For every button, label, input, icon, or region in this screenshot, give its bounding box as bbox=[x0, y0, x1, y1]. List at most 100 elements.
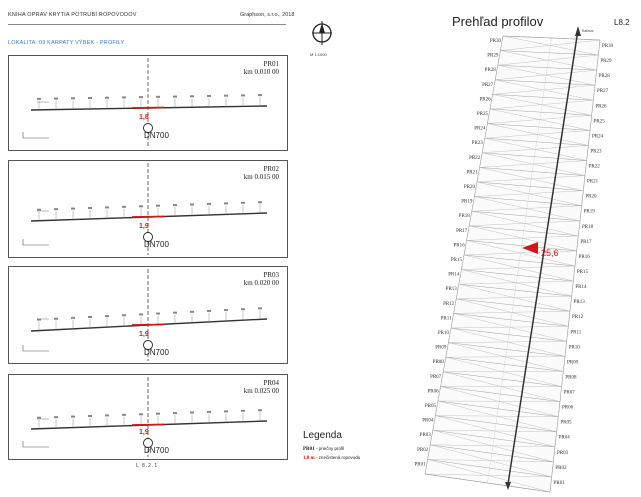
legend-item-depth: 1,8 m - znečistená ropovodu bbox=[303, 455, 361, 461]
profile-label-left: PR01 bbox=[414, 462, 426, 467]
depth-label: 1,9 bbox=[139, 429, 149, 436]
header-rule bbox=[8, 24, 286, 25]
survey-label bbox=[156, 412, 160, 415]
scale-bar bbox=[22, 441, 49, 448]
compass-icon bbox=[312, 21, 332, 45]
profile-label-right: PR08 bbox=[565, 375, 577, 380]
profile-label-left: PR17 bbox=[456, 229, 468, 234]
profile-panel-pr04: 1,9 DN700 PR04 km 0.025 00 bbox=[8, 374, 288, 460]
survey-label bbox=[54, 317, 58, 320]
mesh-diagonal bbox=[440, 386, 559, 417]
mesh-vertical bbox=[549, 37, 552, 53]
pipeline-centerline bbox=[507, 29, 579, 485]
survey-label bbox=[156, 204, 160, 207]
mesh-diagonal bbox=[495, 69, 597, 80]
profile-label-left: PR14 bbox=[448, 273, 460, 278]
profile-drawing: 1,9 DN700 bbox=[22, 163, 268, 255]
mesh-diagonal bbox=[437, 400, 557, 432]
survey-label bbox=[139, 413, 143, 416]
profile-label-left: PR08 bbox=[433, 360, 445, 365]
mesh-diagonal bbox=[450, 327, 566, 357]
survey-label bbox=[207, 202, 211, 205]
survey-label bbox=[190, 310, 194, 313]
survey-label bbox=[241, 308, 245, 311]
survey-label bbox=[71, 415, 75, 418]
survey-label bbox=[37, 208, 41, 211]
profile-label-right: PR20 bbox=[585, 195, 597, 200]
profile-label-right: PR15 bbox=[577, 270, 589, 275]
scale-bar bbox=[22, 345, 49, 352]
mesh-diagonal bbox=[476, 181, 582, 206]
depth-label: 1,8 bbox=[139, 114, 149, 121]
survey-label bbox=[71, 316, 75, 319]
mesh-vertical bbox=[493, 423, 497, 439]
survey-label bbox=[241, 201, 245, 204]
mesh-vertical bbox=[495, 408, 499, 424]
profile-label-right: PR18 bbox=[582, 225, 594, 230]
survey-label bbox=[224, 410, 228, 413]
survey-label bbox=[105, 315, 109, 318]
mesh-diagonal bbox=[502, 35, 599, 56]
disturbed-segment bbox=[131, 423, 165, 426]
mesh-vertical bbox=[527, 186, 531, 202]
profile-label-left: PR11 bbox=[441, 316, 452, 321]
profile-label-left: PR05 bbox=[425, 404, 437, 409]
mesh-diagonal bbox=[497, 65, 596, 86]
pipe-dn-label: DN700 bbox=[144, 446, 169, 455]
mesh-diagonal bbox=[461, 269, 572, 297]
mesh-vertical bbox=[491, 438, 495, 454]
pipe-dn-label: DN700 bbox=[144, 348, 169, 357]
mesh-diagonal bbox=[495, 79, 594, 101]
survey-label bbox=[173, 204, 177, 207]
profile-label-right: PR14 bbox=[575, 285, 587, 290]
profile-label-right: PR22 bbox=[589, 165, 601, 170]
pipe-dn-label: DN700 bbox=[144, 240, 169, 249]
survey-label bbox=[105, 206, 109, 209]
mesh-diagonal bbox=[500, 50, 597, 71]
mesh-diagonal bbox=[445, 356, 566, 358]
mesh-vertical bbox=[547, 52, 550, 68]
mesh-diagonal bbox=[432, 430, 554, 463]
profile-code: PR01 km 0.010 00 bbox=[243, 60, 279, 76]
disturbed-segment bbox=[131, 323, 165, 326]
profile-label-right: PR01 bbox=[554, 481, 566, 486]
mesh-vertical bbox=[534, 141, 537, 157]
profile-label-left: PR06 bbox=[427, 389, 439, 394]
profile-label-right: PR16 bbox=[579, 255, 591, 260]
mesh-diagonal bbox=[427, 459, 554, 463]
mesh-diagonal bbox=[445, 357, 562, 387]
mesh-diagonal bbox=[479, 160, 587, 168]
profile-code: PR03 km 0.020 00 bbox=[243, 271, 279, 287]
mesh-diagonal bbox=[492, 94, 592, 116]
survey-label bbox=[173, 95, 177, 98]
profile-label-right: PR25 bbox=[594, 119, 606, 124]
profile-label-left: PR19 bbox=[461, 200, 473, 205]
survey-label bbox=[190, 95, 194, 98]
mesh-diagonal bbox=[482, 152, 586, 176]
mesh-diagonal bbox=[463, 254, 574, 282]
survey-label bbox=[71, 97, 75, 100]
location-title: LOKALITA: 09 KARPATY VÝBEK - PROFILY bbox=[8, 40, 125, 46]
profile-label-left: PR29 bbox=[487, 54, 499, 59]
profile-label-right: PR29 bbox=[600, 59, 612, 64]
mesh-diagonal bbox=[474, 196, 581, 221]
profile-label-left: PR27 bbox=[482, 83, 494, 88]
profile-label-left: PR15 bbox=[451, 258, 463, 263]
survey-label bbox=[54, 97, 58, 100]
mesh-vertical bbox=[540, 97, 544, 113]
mesh-diagonal bbox=[450, 326, 569, 329]
survey-label bbox=[173, 311, 177, 314]
profile-panel-pr03: 1,9 DN700 PR03 km 0.020 00 bbox=[8, 266, 288, 364]
survey-label bbox=[258, 94, 262, 97]
profile-label-left: PR07 bbox=[430, 375, 442, 380]
scale-label: M 1:1000 bbox=[310, 52, 327, 57]
mesh-diagonal bbox=[479, 167, 584, 191]
mesh-diagonal bbox=[430, 444, 552, 478]
profile-label-left: PR10 bbox=[438, 331, 450, 336]
profile-label-left: PR04 bbox=[422, 419, 434, 424]
profile-label-left: PR22 bbox=[469, 156, 481, 161]
mesh-diagonal bbox=[492, 85, 596, 95]
profile-label-left: PR21 bbox=[466, 170, 478, 175]
profile-label-left: PR13 bbox=[446, 287, 458, 292]
mesh-diagonal bbox=[448, 342, 564, 372]
